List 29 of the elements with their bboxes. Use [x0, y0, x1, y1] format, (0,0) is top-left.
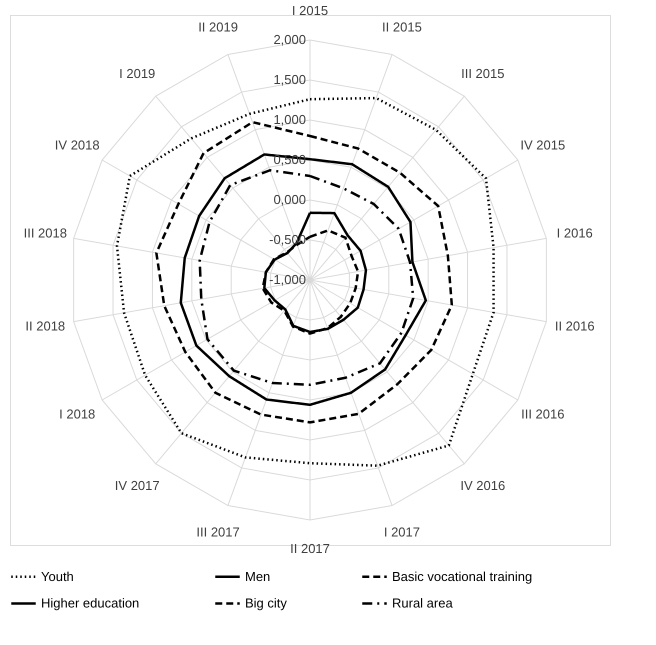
y-tick-label: 2,000	[273, 32, 306, 47]
spoke-label: IV 2017	[114, 478, 160, 493]
spoke-label: I 2015	[292, 3, 328, 18]
spoke-label: III 2017	[196, 524, 240, 540]
legend-label: Big city	[245, 596, 288, 610]
y-tick-label: 1,500	[273, 72, 306, 87]
y-tick-label: 0,000	[273, 192, 306, 207]
spoke-label: III 2018	[24, 225, 67, 240]
spoke-label: IV 2015	[520, 138, 566, 153]
spoke-label: I 2017	[384, 524, 420, 540]
spoke-label: I 2018	[59, 406, 96, 422]
spoke-label: I 2019	[119, 66, 156, 82]
spoke-label: II 2016	[554, 318, 595, 334]
spoke-label: II 2019	[198, 19, 238, 34]
spoke-label: III 2015	[461, 66, 504, 82]
legend-label: Higher education	[41, 596, 140, 610]
legend-label: Men	[245, 568, 270, 584]
y-tick-label: 1,000	[273, 112, 306, 127]
spoke-label: III 2016	[521, 406, 564, 422]
legend-label: Youth	[41, 568, 74, 584]
y-tick-label: -1,000	[269, 272, 306, 287]
legend-label: Rural area	[392, 596, 454, 610]
spoke-label: IV 2016	[460, 478, 506, 493]
legend-label: Basic vocational training	[392, 568, 532, 584]
spoke-label: II 2018	[25, 318, 66, 334]
spoke-label: II 2015	[382, 19, 422, 34]
spoke-label: IV 2018	[54, 138, 100, 153]
spoke-label: II 2017	[290, 540, 330, 556]
spoke-label: I 2016	[556, 225, 593, 240]
